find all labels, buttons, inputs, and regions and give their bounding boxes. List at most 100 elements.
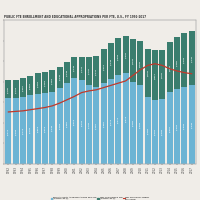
Text: $6,918: $6,918 (44, 125, 46, 132)
Text: $7,645: $7,645 (191, 121, 192, 128)
Bar (86, 85, 92, 164)
Bar (145, 97, 151, 164)
Text: $4,135: $4,135 (132, 57, 134, 64)
Bar (152, 50, 158, 100)
Text: $6,478: $6,478 (22, 127, 24, 134)
Text: $3,448: $3,448 (110, 58, 112, 65)
Bar (152, 100, 158, 164)
Text: PUBLIC FTE ENROLLMENT AND EDUCATIONAL APPROPRIATIONS PER FTE, U.S., FY 1992-2017: PUBLIC FTE ENROLLMENT AND EDUCATIONAL AP… (4, 15, 146, 19)
Bar (35, 73, 41, 94)
Bar (27, 95, 33, 164)
Text: $6,987: $6,987 (169, 125, 170, 132)
Text: $1,887: $1,887 (22, 84, 24, 91)
Bar (174, 37, 180, 89)
Bar (13, 98, 19, 164)
Text: $7,304: $7,304 (176, 123, 178, 130)
Text: $1,894: $1,894 (30, 82, 31, 89)
Text: $5,208: $5,208 (183, 57, 185, 63)
Text: $2,048: $2,048 (74, 64, 75, 71)
Bar (181, 87, 187, 164)
Bar (5, 98, 11, 164)
Text: $6,818: $6,818 (37, 125, 39, 132)
Text: $4,750: $4,750 (161, 71, 163, 78)
Text: $7,851: $7,851 (103, 120, 104, 127)
Bar (13, 80, 19, 98)
Bar (115, 75, 121, 164)
Text: $6,232: $6,232 (154, 129, 156, 135)
Text: $3,310: $3,310 (103, 63, 104, 70)
Text: $7,639: $7,639 (140, 121, 141, 128)
Text: $2,053: $2,053 (52, 78, 53, 84)
Text: $5,090: $5,090 (176, 59, 178, 66)
Bar (167, 92, 173, 164)
Bar (130, 39, 136, 82)
Text: $2,244: $2,244 (81, 65, 82, 72)
Bar (42, 72, 48, 93)
Bar (123, 73, 129, 164)
Text: $4,286: $4,286 (140, 60, 141, 67)
Bar (71, 78, 77, 164)
Text: $7,700: $7,700 (88, 121, 90, 128)
Bar (189, 85, 195, 164)
Bar (93, 56, 99, 87)
Bar (20, 78, 26, 97)
Bar (101, 83, 107, 164)
Bar (49, 70, 55, 92)
Bar (79, 80, 85, 164)
Bar (167, 42, 173, 92)
Bar (27, 76, 33, 95)
Bar (64, 83, 70, 164)
Text: $8,009: $8,009 (132, 119, 134, 126)
Bar (115, 38, 121, 75)
Bar (174, 89, 180, 164)
Text: $6,335: $6,335 (161, 128, 163, 135)
Bar (64, 62, 70, 83)
Text: $3,590: $3,590 (125, 51, 126, 58)
Bar (20, 97, 26, 164)
Text: $7,487: $7,487 (96, 122, 97, 129)
Text: $4,860: $4,860 (169, 64, 170, 71)
Text: $8,134: $8,134 (81, 119, 82, 126)
Text: $8,278: $8,278 (110, 118, 112, 125)
Bar (57, 88, 63, 164)
Legend: EDUCATIONAL APPROPRIATIONS PER FTE
(CONSTANT $), NET TUITION PER FTE
(CONSTANT $: EDUCATIONAL APPROPRIATIONS PER FTE (CONS… (51, 197, 149, 200)
Text: $8,679: $8,679 (118, 116, 119, 123)
Text: $4,817: $4,817 (154, 72, 156, 79)
Text: $6,372: $6,372 (8, 128, 9, 135)
Bar (101, 49, 107, 83)
Text: $6,499: $6,499 (147, 127, 148, 134)
Text: $2,048: $2,048 (66, 69, 68, 76)
Text: $1,763: $1,763 (15, 86, 17, 93)
Bar (137, 41, 143, 85)
Text: $8,318: $8,318 (74, 118, 75, 125)
Bar (108, 43, 114, 79)
Bar (159, 50, 165, 99)
Text: $4,700: $4,700 (147, 70, 148, 76)
Bar (145, 49, 151, 97)
Text: $5,249: $5,249 (191, 55, 192, 62)
Text: $6,704: $6,704 (30, 126, 31, 133)
Bar (57, 67, 63, 88)
Text: $3,042: $3,042 (96, 68, 97, 75)
Bar (130, 82, 136, 164)
Text: $7,048: $7,048 (52, 124, 53, 131)
Bar (123, 36, 129, 73)
Text: $2,053: $2,053 (44, 79, 46, 86)
Text: $7,857: $7,857 (66, 120, 68, 127)
Text: $7,506: $7,506 (183, 122, 185, 129)
Bar (35, 94, 41, 164)
Text: $3,568: $3,568 (118, 53, 119, 60)
Bar (181, 33, 187, 87)
Text: $2,040: $2,040 (59, 74, 60, 80)
Bar (108, 79, 114, 164)
Text: $2,022: $2,022 (37, 80, 39, 87)
Bar (49, 92, 55, 164)
Bar (5, 80, 11, 98)
Bar (79, 57, 85, 80)
Bar (137, 85, 143, 164)
Text: $6,398: $6,398 (15, 128, 17, 135)
Bar (159, 99, 165, 164)
Text: $2,700: $2,700 (88, 67, 90, 74)
Text: $8,878: $8,878 (125, 115, 126, 122)
Bar (189, 31, 195, 85)
